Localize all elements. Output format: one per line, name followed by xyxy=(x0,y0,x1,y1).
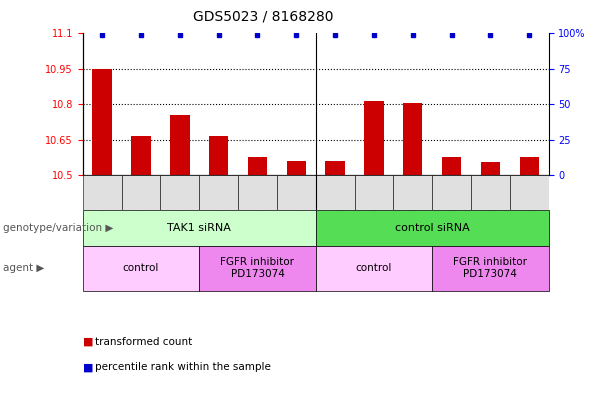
Bar xyxy=(510,175,549,210)
Bar xyxy=(170,115,189,175)
Bar xyxy=(316,175,354,210)
Bar xyxy=(83,175,121,210)
Text: ■: ■ xyxy=(83,337,97,347)
Bar xyxy=(287,161,306,175)
Text: control: control xyxy=(123,263,159,273)
Text: ■: ■ xyxy=(83,362,97,373)
Text: GDS5023 / 8168280: GDS5023 / 8168280 xyxy=(193,10,334,24)
Bar xyxy=(403,103,422,175)
Text: FGFR inhibitor
PD173074: FGFR inhibitor PD173074 xyxy=(221,257,294,279)
Bar xyxy=(519,157,539,175)
Text: transformed count: transformed count xyxy=(95,337,192,347)
Bar xyxy=(326,161,345,175)
Text: TAK1 siRNA: TAK1 siRNA xyxy=(167,223,231,233)
Bar xyxy=(481,162,500,175)
Text: agent ▶: agent ▶ xyxy=(3,263,44,273)
Bar xyxy=(442,157,462,175)
Bar xyxy=(248,157,267,175)
Bar xyxy=(364,101,384,175)
Bar xyxy=(432,175,471,210)
Bar xyxy=(238,175,277,210)
Bar xyxy=(161,175,199,210)
Text: FGFR inhibitor
PD173074: FGFR inhibitor PD173074 xyxy=(454,257,527,279)
Bar xyxy=(209,136,228,175)
Bar xyxy=(394,175,432,210)
Bar xyxy=(277,175,316,210)
Text: percentile rank within the sample: percentile rank within the sample xyxy=(95,362,271,373)
Bar xyxy=(471,175,510,210)
Text: control: control xyxy=(356,263,392,273)
Bar xyxy=(199,175,238,210)
Bar xyxy=(121,175,161,210)
Text: control siRNA: control siRNA xyxy=(395,223,470,233)
Bar xyxy=(354,175,394,210)
Bar xyxy=(93,69,112,175)
Bar xyxy=(131,136,151,175)
Text: genotype/variation ▶: genotype/variation ▶ xyxy=(3,223,113,233)
